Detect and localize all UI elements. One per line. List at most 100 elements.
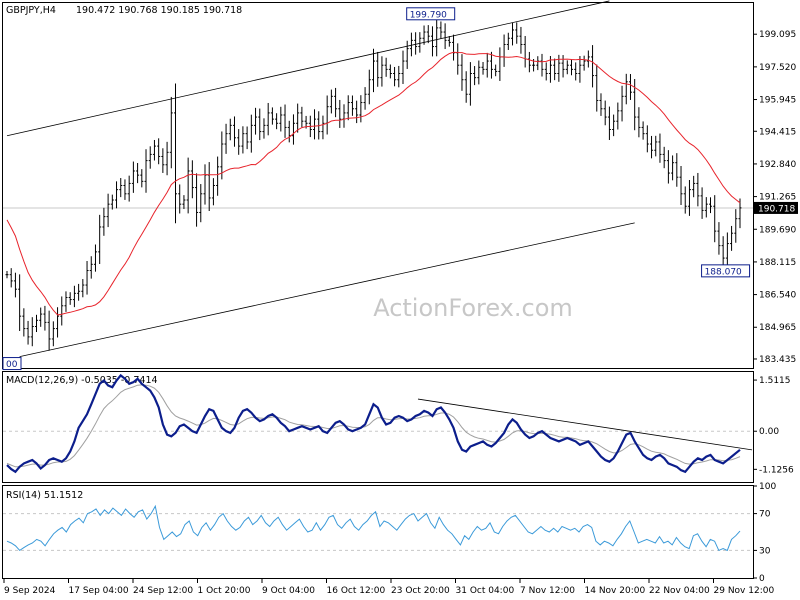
price-bar (102, 207, 106, 236)
macd-lines (6, 373, 753, 474)
rsi-y-axis: 100 70 30 0 (753, 482, 776, 584)
price-bar (603, 100, 607, 126)
price-bar (561, 55, 565, 78)
price-bar (178, 184, 182, 214)
price-bar (624, 73, 628, 105)
price-bar (628, 74, 632, 100)
price-bar (110, 194, 114, 210)
price-bar (85, 260, 89, 295)
price-bar (186, 157, 190, 214)
price-bar (692, 175, 696, 198)
price-bar (68, 292, 72, 305)
price-bar (481, 62, 485, 75)
price-bar (696, 172, 700, 207)
price-bar (152, 139, 156, 161)
price-bar (553, 58, 557, 81)
price-bar (372, 48, 375, 93)
price-bar (270, 107, 274, 125)
ohlc-label: 190.472 190.768 190.185 190.718 (76, 5, 242, 16)
price-bar (51, 321, 55, 347)
price-bar (599, 93, 603, 116)
price-bar (494, 64, 498, 77)
time-tick-label: 24 Sep 12:00 (133, 586, 193, 596)
price-bar (679, 166, 683, 205)
price-bar (313, 109, 317, 140)
price-bar (439, 21, 443, 39)
price-bar (582, 55, 586, 71)
macd-title: MACD(12,26,9) -0.5035 -0.7414 (6, 375, 158, 386)
price-bar (709, 197, 713, 214)
price-bar (220, 131, 224, 180)
price-tick-label: 188.115 (759, 258, 796, 268)
price-bar (565, 60, 569, 75)
time-tick-label: 1 Oct 20:00 (198, 586, 251, 596)
price-bar (662, 146, 666, 169)
price-bar (376, 51, 380, 87)
price-bar (136, 162, 140, 184)
price-bar (115, 181, 119, 209)
price-bar (13, 272, 17, 298)
price-bar (426, 25, 430, 44)
price-bar (157, 138, 161, 165)
time-tick-label: 17 Sep 04:00 (69, 586, 129, 596)
price-bar (645, 125, 649, 153)
price-annotation-label: 00 (6, 360, 18, 370)
price-bar (489, 51, 493, 79)
price-bar (717, 222, 721, 255)
price-bar (64, 291, 68, 312)
price-bar (98, 214, 102, 264)
price-bar (730, 225, 734, 251)
price-tick-label: 194.415 (759, 127, 796, 137)
price-bar (683, 186, 687, 214)
price-bar (174, 83, 178, 224)
price-bar (687, 180, 691, 216)
price-bar (515, 22, 519, 44)
price-bar (435, 18, 439, 57)
price-annotation-label: 188.070 (705, 267, 742, 277)
last-price-label: 190.718 (758, 204, 795, 214)
price-tick-label: 186.540 (759, 291, 796, 301)
price-bar (300, 106, 304, 128)
price-annotation-box (701, 264, 751, 278)
price-bar (540, 53, 544, 77)
price-bar (519, 26, 523, 54)
price-bar (591, 45, 595, 88)
price-bar (148, 146, 152, 169)
price-bar (460, 54, 464, 91)
macd-pane-frame (2, 371, 754, 483)
price-bar (275, 113, 279, 130)
price-bar (60, 296, 64, 326)
price-annotation-label: 199.790 (410, 10, 447, 20)
price-bar (393, 66, 397, 87)
price-bar (241, 126, 245, 154)
price-tick-label: 199.095 (759, 30, 796, 40)
price-bar (5, 271, 9, 279)
price-bar (485, 52, 489, 78)
price-bar (738, 198, 742, 229)
price-bar (607, 106, 611, 140)
price-bar (477, 60, 481, 85)
price-tick-label: 195.945 (759, 96, 796, 106)
price-bar (144, 149, 148, 193)
price-bar (430, 26, 434, 57)
price-bar (414, 32, 418, 55)
price-tick-label: 184.965 (759, 323, 796, 333)
price-bar (704, 197, 708, 218)
time-tick-label: 7 Nov 12:00 (520, 586, 575, 596)
price-bar (397, 65, 401, 88)
price-bar (334, 87, 338, 118)
macd-main-line (6, 373, 741, 474)
price-bar (279, 106, 283, 132)
moving-average (6, 51, 741, 316)
price-bar (211, 178, 215, 206)
watermark: ActionForex.com (373, 294, 573, 322)
price-bar (447, 36, 451, 47)
price-bar (350, 95, 354, 116)
price-bar (422, 25, 426, 45)
price-bar (93, 244, 97, 272)
time-tick-label: 14 Nov 20:00 (585, 586, 646, 596)
price-bar (216, 156, 220, 196)
rsi-tick-label: 100 (759, 482, 776, 492)
price-bar (637, 107, 641, 138)
macd-tick-label: 0.00 (759, 427, 779, 437)
